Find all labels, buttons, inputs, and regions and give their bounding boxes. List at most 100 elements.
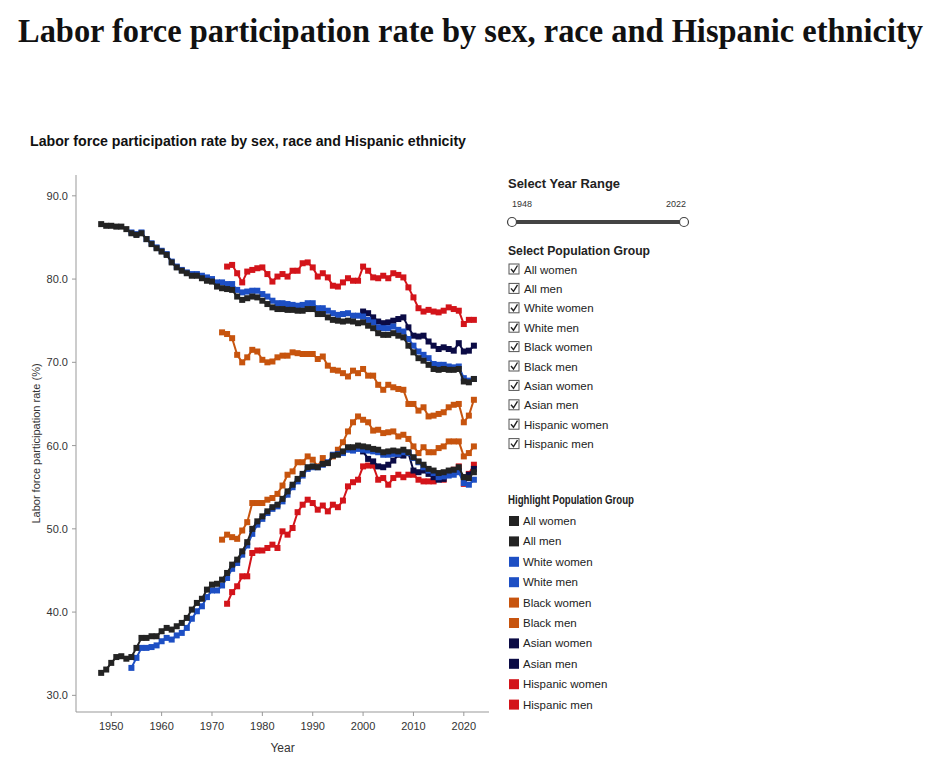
checkbox[interactable]	[509, 342, 519, 352]
checkbox[interactable]	[509, 322, 519, 332]
checkbox[interactable]	[509, 400, 519, 410]
checkbox[interactable]	[509, 439, 519, 449]
checkmark	[511, 266, 518, 273]
page-title: Labor force participation rate by sex, r…	[18, 12, 923, 49]
legend-item[interactable]: All women	[509, 515, 576, 527]
chart: Labor force participation rate by sex, r…	[0, 0, 932, 774]
legend-swatch	[509, 516, 519, 526]
checkbox-item[interactable]: Hispanic men	[509, 438, 594, 450]
checkmark	[511, 324, 518, 331]
checkbox-item[interactable]: Asian women	[509, 380, 593, 392]
point	[224, 601, 230, 607]
legend-item[interactable]: Hispanic men	[509, 699, 593, 711]
checkbox-item[interactable]: All women	[509, 264, 577, 276]
point	[133, 645, 139, 651]
checkmark	[511, 343, 518, 350]
checkbox-item[interactable]: Black men	[509, 361, 578, 373]
series-line	[222, 416, 474, 539]
y-tick	[72, 279, 76, 280]
point	[234, 583, 240, 589]
legend-swatch	[509, 618, 519, 628]
point	[325, 459, 331, 465]
point	[400, 334, 406, 340]
point	[345, 373, 351, 379]
point	[471, 376, 477, 382]
point	[244, 573, 250, 579]
plot-area	[98, 221, 477, 676]
year-range-title: Select Year Range	[508, 177, 620, 191]
checkbox-item[interactable]: White men	[509, 322, 579, 334]
legend-label: All men	[523, 535, 561, 547]
slider-handle[interactable]	[680, 218, 689, 227]
y-tick-label: 30.0	[47, 689, 68, 701]
point	[471, 397, 477, 403]
checkmark	[511, 285, 518, 292]
point	[264, 271, 270, 277]
checkbox-item[interactable]: All men	[509, 283, 562, 295]
point	[229, 335, 235, 341]
checkbox-item[interactable]: White women	[509, 302, 594, 314]
y-tick	[72, 612, 76, 613]
y-tick	[72, 695, 76, 696]
checkbox-item[interactable]: Asian men	[509, 399, 578, 411]
point	[280, 496, 286, 502]
point	[385, 482, 391, 488]
series	[224, 462, 477, 607]
point	[325, 460, 331, 466]
x-tick	[363, 712, 364, 716]
legend-item[interactable]: All men	[509, 535, 561, 547]
legend-item[interactable]: Black women	[509, 597, 591, 609]
point	[290, 525, 296, 531]
legend-item[interactable]: Asian men	[509, 658, 577, 670]
legend-item[interactable]: Black men	[509, 617, 577, 629]
point	[390, 458, 396, 464]
x-axis-label: Year	[270, 741, 294, 755]
point	[128, 654, 134, 660]
point	[310, 264, 316, 270]
y-axis-label: Labor force participation rate (%)	[30, 363, 42, 523]
checkbox[interactable]	[509, 283, 519, 293]
checkbox-label: Hispanic women	[524, 419, 608, 431]
checkbox-label: All women	[524, 264, 577, 276]
point	[290, 468, 296, 474]
checkbox-label: White men	[524, 322, 579, 334]
checkbox[interactable]	[509, 264, 519, 274]
point	[400, 387, 406, 393]
legend-item[interactable]: White women	[509, 556, 593, 568]
legend-item[interactable]: Hispanic women	[509, 678, 607, 690]
point	[360, 366, 366, 372]
checkbox[interactable]	[509, 419, 519, 429]
checkbox[interactable]	[509, 303, 519, 313]
point	[410, 401, 416, 407]
point	[325, 274, 331, 280]
point	[310, 457, 316, 463]
legend-label: Black men	[523, 617, 577, 629]
series	[128, 229, 476, 383]
point	[340, 498, 346, 504]
y-tick	[72, 528, 76, 529]
point	[456, 308, 462, 314]
checkmark	[511, 440, 518, 447]
point	[274, 545, 280, 551]
checkbox-item[interactable]: Black women	[509, 341, 592, 353]
series	[128, 446, 476, 671]
checkbox[interactable]	[509, 361, 519, 371]
y-tick-label: 50.0	[47, 523, 68, 535]
point	[244, 539, 250, 545]
point	[244, 354, 250, 360]
point	[471, 443, 477, 449]
checkbox-label: Black men	[524, 361, 578, 373]
slider-handle[interactable]	[508, 218, 517, 227]
legend-swatch	[509, 679, 519, 689]
point	[280, 483, 286, 489]
checkbox[interactable]	[509, 380, 519, 390]
point	[239, 279, 245, 285]
point	[456, 366, 462, 372]
y-tick-label: 40.0	[47, 606, 68, 618]
series-line	[227, 262, 474, 324]
series	[224, 259, 477, 327]
checkbox-item[interactable]: Hispanic women	[509, 419, 608, 431]
legend-item[interactable]: White men	[509, 576, 578, 588]
checkbox-label: All men	[524, 283, 562, 295]
legend-item[interactable]: Asian women	[509, 637, 592, 649]
